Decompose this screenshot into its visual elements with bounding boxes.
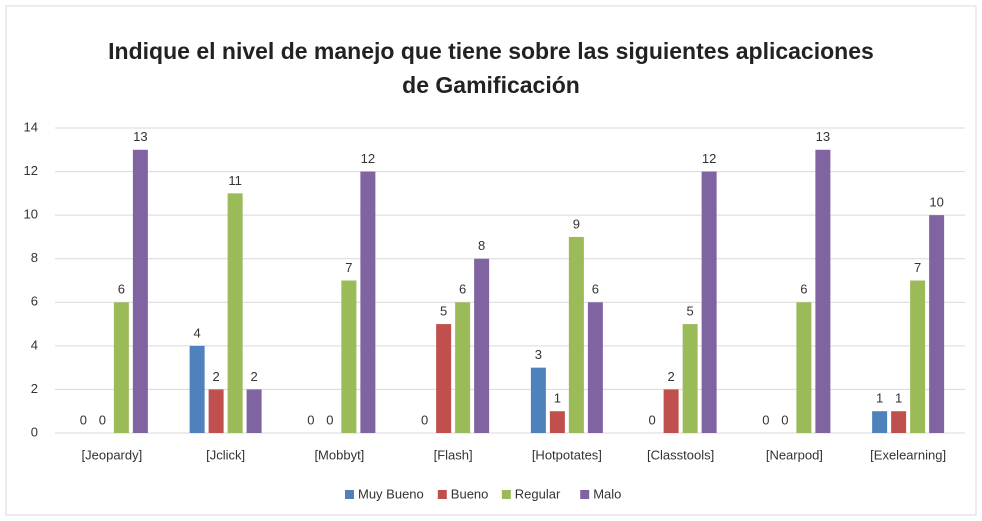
data-label: 2	[251, 369, 258, 384]
bar	[701, 171, 717, 434]
data-label: 13	[133, 129, 147, 144]
data-label: 2	[668, 369, 675, 384]
bar	[891, 411, 907, 433]
data-label: 7	[345, 260, 352, 275]
y-tick-label: 12	[24, 163, 38, 178]
bar	[436, 324, 452, 433]
data-label: 0	[326, 412, 333, 427]
legend-swatch	[501, 490, 511, 499]
legend-label: Malo	[593, 486, 621, 501]
bar	[929, 215, 945, 433]
x-tick-label: [Nearpod]	[766, 447, 823, 462]
data-label: 0	[80, 412, 87, 427]
data-label: 8	[478, 238, 485, 253]
data-label: 7	[914, 260, 921, 275]
bar	[663, 389, 679, 433]
x-tick-label: [Mobbyt]	[314, 447, 364, 462]
chart-border	[5, 5, 977, 516]
bar	[549, 411, 565, 433]
bar	[587, 302, 603, 433]
data-label: 1	[554, 391, 561, 406]
data-label: 13	[816, 129, 830, 144]
legend-label: Muy Bueno	[358, 486, 424, 501]
bar	[113, 302, 129, 433]
bar	[189, 345, 205, 433]
bar	[341, 280, 357, 433]
bar	[910, 280, 926, 433]
legend-label: Bueno	[451, 486, 489, 501]
x-tick-label: [Flash]	[434, 447, 473, 462]
bar	[530, 367, 546, 433]
data-label: 9	[573, 216, 580, 231]
bar	[815, 149, 831, 434]
data-label: 3	[535, 347, 542, 362]
y-tick-label: 10	[24, 207, 38, 222]
bar	[796, 302, 812, 433]
data-label: 0	[762, 412, 769, 427]
data-label: 10	[929, 195, 943, 210]
data-label: 6	[118, 282, 125, 297]
data-label: 12	[702, 151, 716, 166]
y-tick-label: 2	[31, 381, 38, 396]
data-label: 0	[421, 412, 428, 427]
bar	[360, 171, 376, 434]
bar	[208, 389, 224, 433]
data-label: 0	[781, 412, 788, 427]
x-tick-label: [Classtools]	[647, 447, 714, 462]
data-label: 6	[800, 282, 807, 297]
x-tick-label: [Jeopardy]	[82, 447, 143, 462]
legend-swatch	[580, 490, 590, 499]
bar	[872, 411, 888, 433]
y-tick-label: 8	[31, 250, 38, 265]
data-label: 11	[228, 173, 242, 188]
data-label: 2	[213, 369, 220, 384]
data-label: 6	[592, 282, 599, 297]
legend-swatch	[437, 490, 447, 499]
x-tick-label: [Hotpotates]	[532, 447, 602, 462]
chart-title: Indique el nivel de manejo que tiene sob…	[108, 38, 874, 98]
bar	[568, 236, 584, 433]
y-tick-label: 4	[31, 337, 38, 352]
data-label: 5	[687, 304, 694, 319]
x-tick-label: [Exelearning]	[870, 447, 946, 462]
data-label: 0	[307, 412, 314, 427]
data-label: 5	[440, 304, 447, 319]
data-label: 12	[361, 151, 375, 166]
bar	[474, 258, 490, 433]
data-label: 0	[649, 412, 656, 427]
bar	[227, 193, 243, 433]
bar	[682, 324, 698, 433]
legend-label: Regular	[515, 486, 561, 501]
y-tick-label: 14	[24, 119, 38, 134]
y-tick-label: 6	[31, 294, 38, 309]
data-label: 1	[876, 391, 883, 406]
data-label: 4	[194, 325, 201, 340]
data-label: 1	[895, 391, 902, 406]
legend-swatch	[345, 490, 354, 499]
y-tick-label: 0	[31, 424, 38, 439]
data-label: 0	[99, 412, 106, 427]
x-tick-label: [Jclick]	[206, 447, 245, 462]
bar	[246, 389, 262, 433]
data-label: 6	[459, 282, 466, 297]
bar	[132, 149, 148, 434]
bar	[455, 302, 471, 433]
